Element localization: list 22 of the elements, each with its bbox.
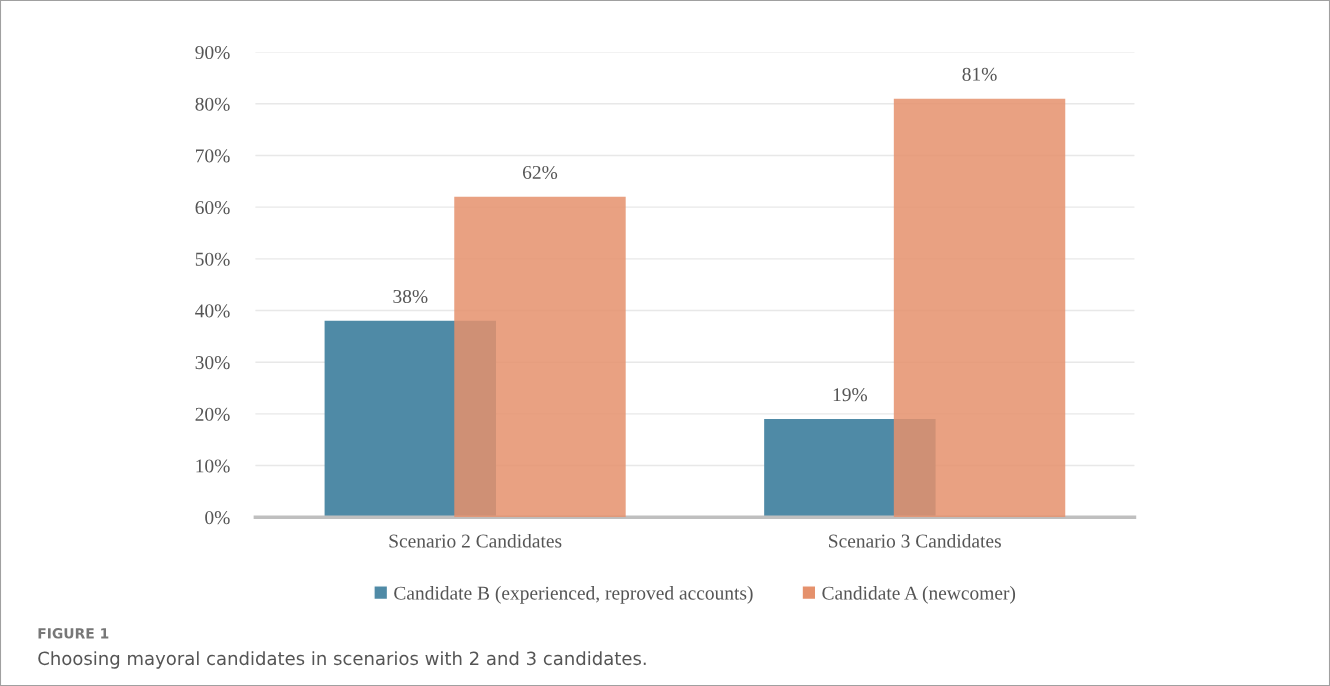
- bar: [454, 196, 626, 518]
- legend-label: Candidate B (experienced, reproved accounts): [394, 586, 753, 604]
- y-tick-label: 50%: [195, 252, 230, 266]
- data-label: 81%: [962, 67, 997, 81]
- legend-label: Candidate A (newcomer): [822, 586, 1016, 604]
- y-tick-label: 0%: [205, 511, 230, 525]
- caption: FIGURE 1: [38, 628, 109, 639]
- bar: [893, 98, 1066, 518]
- y-tick-label: 20%: [195, 407, 230, 421]
- y-tick-label: 10%: [196, 459, 230, 473]
- y-tick-label: 70%: [196, 149, 230, 163]
- x-tick-label: Scenario 2 Candidates: [389, 533, 562, 548]
- y-tick-label: 30%: [195, 356, 230, 370]
- y-tick-label: 40%: [195, 304, 230, 318]
- y-tick-label: 80%: [195, 97, 230, 111]
- data-label: 38%: [393, 289, 428, 304]
- x-tick-label: Scenario 3 Candidates: [829, 533, 1001, 548]
- y-tick-label: 90%: [195, 45, 230, 60]
- data-label: 19%: [833, 388, 868, 402]
- data-label: 62%: [522, 165, 558, 180]
- text: Choosing mayoral candidates in scenarios with 2 and 3 candidates.: [38, 651, 646, 669]
- y-tick-label: 60%: [195, 200, 230, 215]
